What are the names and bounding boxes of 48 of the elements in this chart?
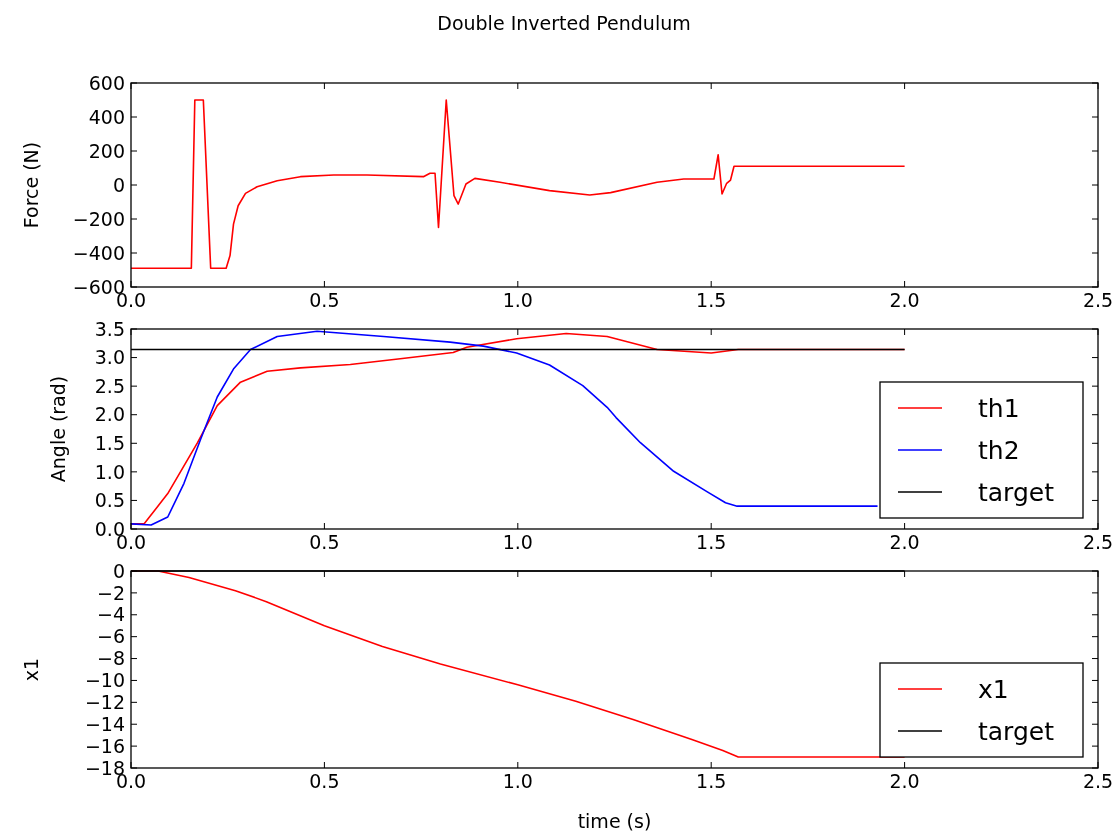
legend-label: target (978, 477, 1055, 507)
y-axis-title: Angle (rad) (47, 375, 69, 483)
y-tick-label: −14 (84, 712, 125, 735)
legend-label: th1 (978, 393, 1020, 423)
legend-label: x1 (978, 674, 1009, 704)
y-tick-label: 200 (88, 139, 125, 162)
x-tick-label: 2.0 (889, 289, 920, 311)
y-tick-label: 2.5 (94, 374, 125, 397)
x-tick-label: 1.5 (696, 531, 727, 553)
x-tick-label: 0.5 (309, 289, 340, 311)
legend-label: th2 (978, 435, 1020, 465)
y-tick-label: 0 (112, 173, 125, 196)
y-tick-label: −2 (96, 581, 125, 604)
x-tick-label: 2.5 (1082, 531, 1112, 553)
y-tick-label: 3.0 (94, 346, 125, 369)
y-tick-label: −8 (96, 647, 125, 670)
y-axis-title: Force (N) (20, 141, 42, 229)
y-tick-label: 400 (88, 105, 125, 128)
y-tick-label: 1.5 (94, 431, 125, 454)
y-tick-label: −400 (72, 241, 125, 264)
y-tick-label: 0 (112, 559, 125, 582)
x-tick-label: 2.5 (1082, 770, 1112, 792)
line-series (130, 99, 906, 270)
y-tick-label: 2.0 (94, 403, 125, 426)
y-tick-label: 600 (88, 71, 125, 94)
y-axis-title: x1 (20, 657, 42, 682)
y-tick-label: −10 (84, 669, 125, 692)
y-tick-label: 1.0 (94, 460, 125, 483)
x-tick-label: 1.5 (696, 770, 727, 792)
x-tick-label: 2.0 (889, 770, 920, 792)
x-axis-title: time (s) (577, 810, 652, 832)
x-tick-label: 1.0 (502, 770, 533, 792)
x-tick-label: 1.5 (696, 289, 727, 311)
x-tick-label: 0.5 (309, 531, 340, 553)
y-tick-label: −6 (96, 625, 125, 648)
y-tick-label: −4 (96, 603, 125, 626)
y-tick-label: 3.5 (94, 317, 125, 340)
y-tick-label: −200 (72, 207, 125, 230)
x-tick-label: 1.0 (502, 289, 533, 311)
chart-title: Double Inverted Pendulum (437, 12, 691, 34)
x-tick-label: 2.5 (1082, 289, 1112, 311)
y-tick-label: 0.5 (94, 489, 125, 512)
x-tick-label: 2.0 (889, 531, 920, 553)
y-tick-label: −12 (84, 690, 125, 713)
legend-label: target (978, 716, 1055, 746)
x-tick-label: 0.5 (309, 770, 340, 792)
x-tick-label: 1.0 (502, 531, 533, 553)
y-tick-label: −16 (84, 734, 125, 757)
